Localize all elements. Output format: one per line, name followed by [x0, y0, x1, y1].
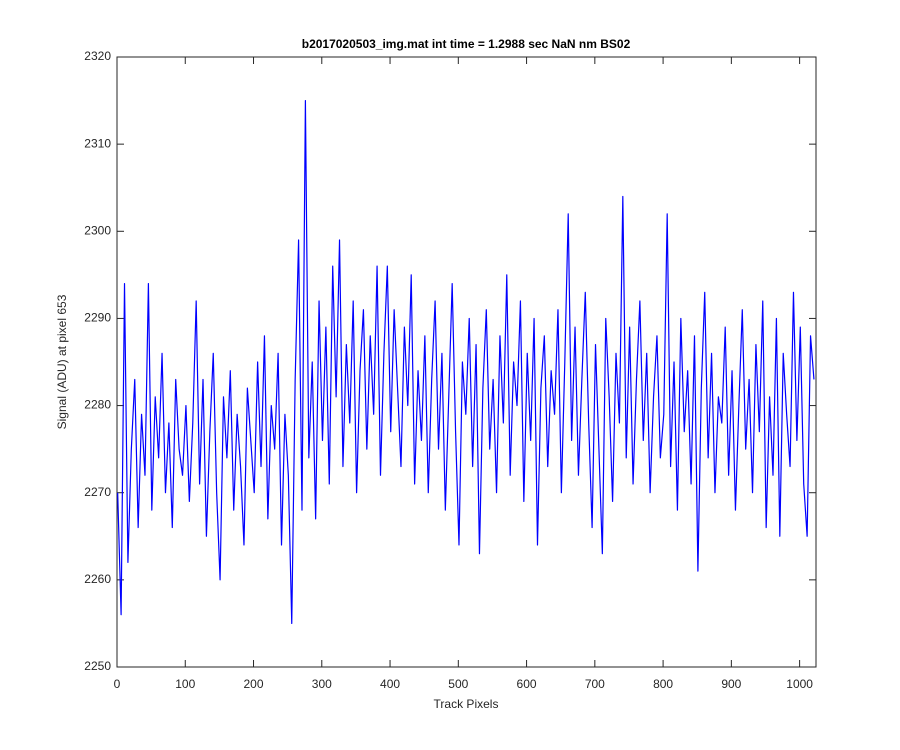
x-tick-label: 700: [585, 677, 605, 691]
y-axis-label: Signal (ADU) at pixel 653: [55, 294, 69, 429]
x-tick-label: 0: [114, 677, 121, 691]
y-tick-label: 2280: [84, 398, 111, 412]
y-tick-label: 2320: [84, 49, 111, 63]
x-tick-label: 100: [175, 677, 195, 691]
y-tick-label: 2310: [84, 136, 111, 150]
plot-frame: [116, 56, 817, 668]
x-tick-label: 800: [653, 677, 673, 691]
y-tick-label: 2270: [84, 485, 111, 499]
x-tick-label: 900: [721, 677, 741, 691]
x-tick-label: 300: [312, 677, 332, 691]
x-tick-label: 600: [517, 677, 537, 691]
x-tick-label: 400: [380, 677, 400, 691]
chart-title: b2017020503_img.mat int time = 1.2988 se…: [302, 37, 631, 51]
y-tick-label: 2260: [84, 572, 111, 586]
x-tick-label: 500: [448, 677, 468, 691]
y-tick-label: 2290: [84, 311, 111, 325]
y-tick-label: 2300: [84, 223, 111, 237]
x-tick-label: 200: [244, 677, 264, 691]
x-tick-label: 1000: [786, 677, 813, 691]
x-axis-label: Track Pixels: [434, 697, 499, 711]
y-tick-label: 2250: [84, 659, 111, 673]
data-line: [117, 99, 815, 625]
